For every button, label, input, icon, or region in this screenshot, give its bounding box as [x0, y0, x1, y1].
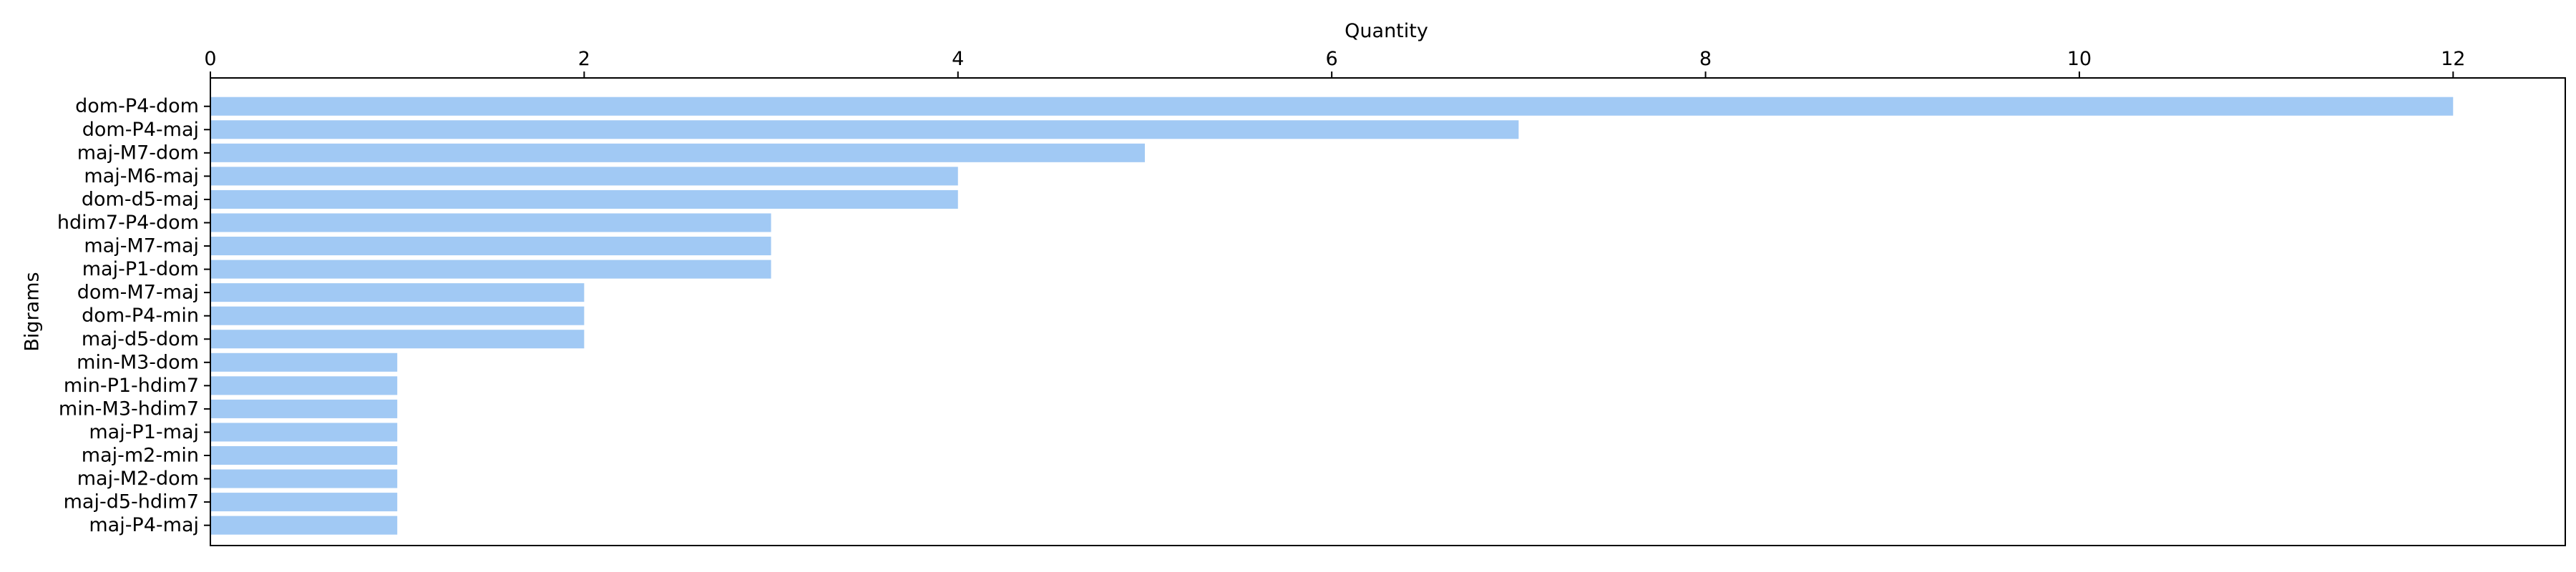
bar-min-M3-hdim7	[210, 399, 398, 418]
bar-dom-d5-maj	[210, 189, 958, 209]
y-axis-label: Bigrams	[21, 272, 44, 351]
x-tick-label: 12	[2441, 48, 2465, 70]
y-tick-label: maj-M2-dom	[77, 468, 199, 490]
y-axis-ticks: dom-P4-domdom-P4-majmaj-M7-dommaj-M6-maj…	[57, 95, 210, 536]
bar-maj-d5-hdim7	[210, 493, 398, 512]
y-tick-label: dom-M7-maj	[77, 282, 199, 304]
bar-dom-P4-maj	[210, 120, 1519, 139]
bar-maj-P1-maj	[210, 423, 398, 442]
bar-maj-P4-maj	[210, 516, 398, 535]
y-tick-label: min-P1-hdim7	[64, 375, 199, 397]
bar-maj-M7-dom	[210, 143, 1145, 162]
y-tick-label: dom-P4-dom	[75, 95, 199, 117]
bars-group	[210, 97, 2454, 535]
y-tick-label: maj-d5-hdim7	[64, 491, 199, 513]
x-tick-label: 2	[578, 48, 590, 70]
bar-dom-P4-dom	[210, 97, 2454, 116]
bar-dom-M7-maj	[210, 283, 585, 302]
plot-frame	[210, 77, 2566, 546]
bar-hdim7-P4-dom	[210, 213, 771, 232]
y-tick-label: maj-M6-maj	[84, 165, 199, 187]
y-tick-label: min-M3-hdim7	[59, 398, 199, 420]
bar-maj-m2-min	[210, 445, 398, 465]
y-tick-label: dom-d5-maj	[82, 188, 199, 210]
bar-maj-M7-maj	[210, 237, 771, 256]
y-tick-label: maj-m2-min	[82, 445, 199, 467]
bar-maj-M2-dom	[210, 469, 398, 488]
y-tick-label: dom-P4-min	[82, 305, 199, 327]
y-tick-label: maj-M7-maj	[84, 235, 199, 257]
bar-maj-d5-dom	[210, 330, 585, 349]
x-axis-ticks: 0 2 4 6 8 10 12	[204, 48, 2465, 78]
y-tick-label: maj-P1-dom	[82, 258, 199, 280]
x-tick-label: 0	[204, 48, 216, 70]
bar-dom-P4-min	[210, 306, 585, 325]
y-tick-label: dom-P4-maj	[82, 119, 199, 141]
bar-min-M3-dom	[210, 352, 398, 372]
y-tick-label: min-M3-dom	[77, 351, 199, 373]
x-tick-label: 8	[1699, 48, 1712, 70]
y-tick-label: hdim7-P4-dom	[57, 212, 199, 234]
y-tick-label: maj-M7-dom	[77, 142, 199, 164]
y-tick-label: maj-d5-dom	[82, 328, 199, 350]
x-tick-label: 10	[2067, 48, 2092, 70]
bar-maj-P1-dom	[210, 260, 771, 279]
bar-maj-M6-maj	[210, 167, 958, 186]
y-tick-label: maj-P1-maj	[89, 421, 199, 443]
y-tick-label: maj-P4-maj	[89, 514, 199, 536]
x-tick-label: 6	[1326, 48, 1338, 70]
x-tick-label: 4	[952, 48, 964, 70]
x-axis-label: Quantity	[1345, 20, 1428, 42]
bar-min-P1-hdim7	[210, 376, 398, 395]
